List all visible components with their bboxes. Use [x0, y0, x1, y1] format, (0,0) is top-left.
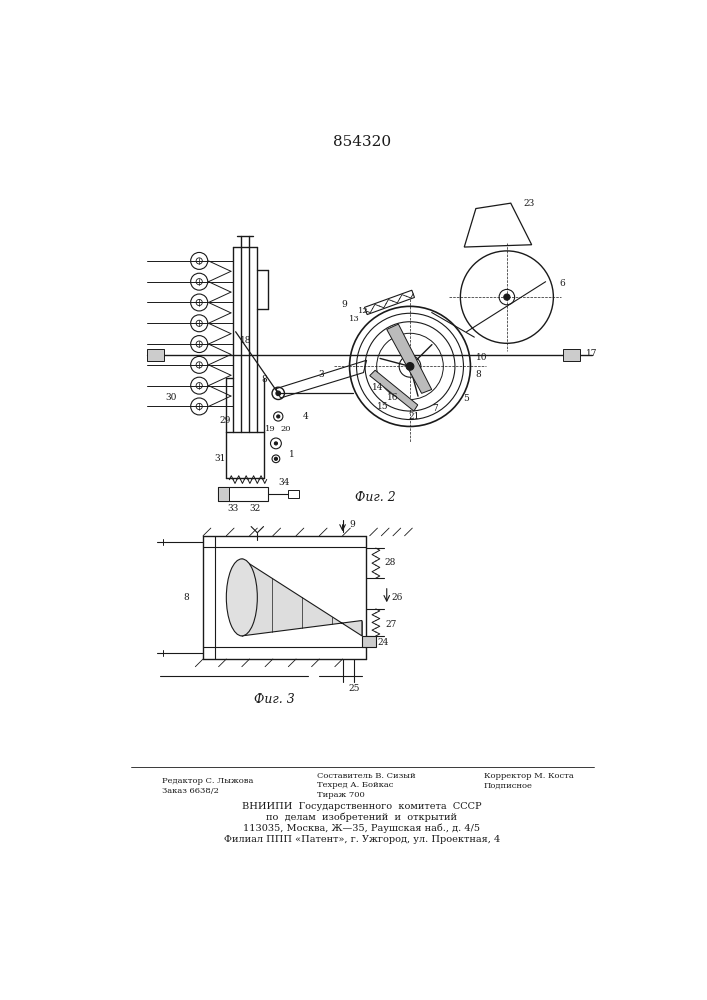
Text: 12: 12 [358, 307, 369, 315]
Text: 13: 13 [349, 315, 360, 323]
Text: 17: 17 [586, 349, 598, 358]
Bar [146, 349, 163, 361]
Polygon shape [276, 360, 367, 398]
Text: 6: 6 [560, 279, 566, 288]
Text: 4: 4 [303, 412, 308, 421]
Text: Заказ 6638/2: Заказ 6638/2 [162, 787, 219, 795]
Text: 10: 10 [476, 353, 487, 362]
Text: Техред А. Бойкас: Техред А. Бойкас [317, 781, 393, 789]
Text: 854320: 854320 [333, 135, 391, 149]
Polygon shape [370, 370, 418, 411]
Circle shape [276, 391, 281, 396]
Polygon shape [387, 324, 432, 393]
Text: 24: 24 [378, 638, 389, 647]
Bar [288, 490, 299, 498]
Bar [218, 487, 268, 501]
Text: 33: 33 [228, 504, 239, 513]
Bar [218, 487, 230, 501]
Text: 27: 27 [386, 620, 397, 629]
Text: 7: 7 [432, 404, 438, 413]
Text: 20: 20 [281, 425, 291, 433]
Circle shape [274, 457, 277, 460]
Text: 8: 8 [262, 375, 267, 384]
Circle shape [406, 363, 414, 370]
Text: 9: 9 [349, 520, 355, 529]
Text: 32: 32 [250, 504, 261, 513]
Text: Редактор С. Лыжова: Редактор С. Лыжова [162, 777, 253, 785]
Text: 9: 9 [341, 300, 347, 309]
Ellipse shape [226, 559, 257, 636]
Polygon shape [242, 559, 362, 636]
Text: Филиал ППП «Патент», г. Ужгород, ул. Проектная, 4: Филиал ППП «Патент», г. Ужгород, ул. Про… [224, 835, 500, 844]
Text: 21: 21 [408, 412, 419, 421]
Text: 25: 25 [349, 684, 360, 693]
Text: 8: 8 [475, 370, 481, 379]
Bar [563, 349, 580, 361]
Text: 14: 14 [372, 383, 383, 392]
Text: по  делам  изобретений  и  открытий: по делам изобретений и открытий [267, 813, 457, 822]
Text: 3: 3 [318, 370, 324, 379]
Text: 34: 34 [278, 478, 289, 487]
Text: 28: 28 [384, 558, 395, 567]
Text: Фиг. 3: Фиг. 3 [254, 693, 295, 706]
Text: 26: 26 [392, 593, 403, 602]
Text: 113035, Москва, Ж—35, Раушская наб., д. 4/5: 113035, Москва, Ж—35, Раушская наб., д. … [243, 824, 481, 833]
Circle shape [276, 415, 280, 418]
Text: Корректор М. Коста: Корректор М. Коста [484, 772, 573, 780]
Text: Фиг. 2: Фиг. 2 [355, 491, 395, 504]
Text: 16: 16 [387, 393, 399, 402]
Text: Подписное: Подписное [484, 781, 532, 789]
Text: 23: 23 [523, 199, 534, 208]
Bar [362, 636, 376, 647]
Text: 5: 5 [464, 394, 469, 403]
Text: 1: 1 [288, 450, 294, 459]
Text: 15: 15 [377, 402, 389, 411]
Text: 29: 29 [220, 416, 231, 425]
Text: Составитель В. Сизый: Составитель В. Сизый [317, 772, 416, 780]
Text: 19: 19 [265, 425, 276, 433]
Text: 18: 18 [240, 336, 252, 345]
Text: Тираж 700: Тираж 700 [317, 791, 365, 799]
Circle shape [504, 294, 510, 300]
Text: 30: 30 [165, 393, 177, 402]
Circle shape [274, 442, 277, 445]
Text: 31: 31 [214, 454, 226, 463]
Text: 8: 8 [183, 593, 189, 602]
Text: ВНИИПИ  Государственного  комитета  СССР: ВНИИПИ Государственного комитета СССР [242, 802, 481, 811]
